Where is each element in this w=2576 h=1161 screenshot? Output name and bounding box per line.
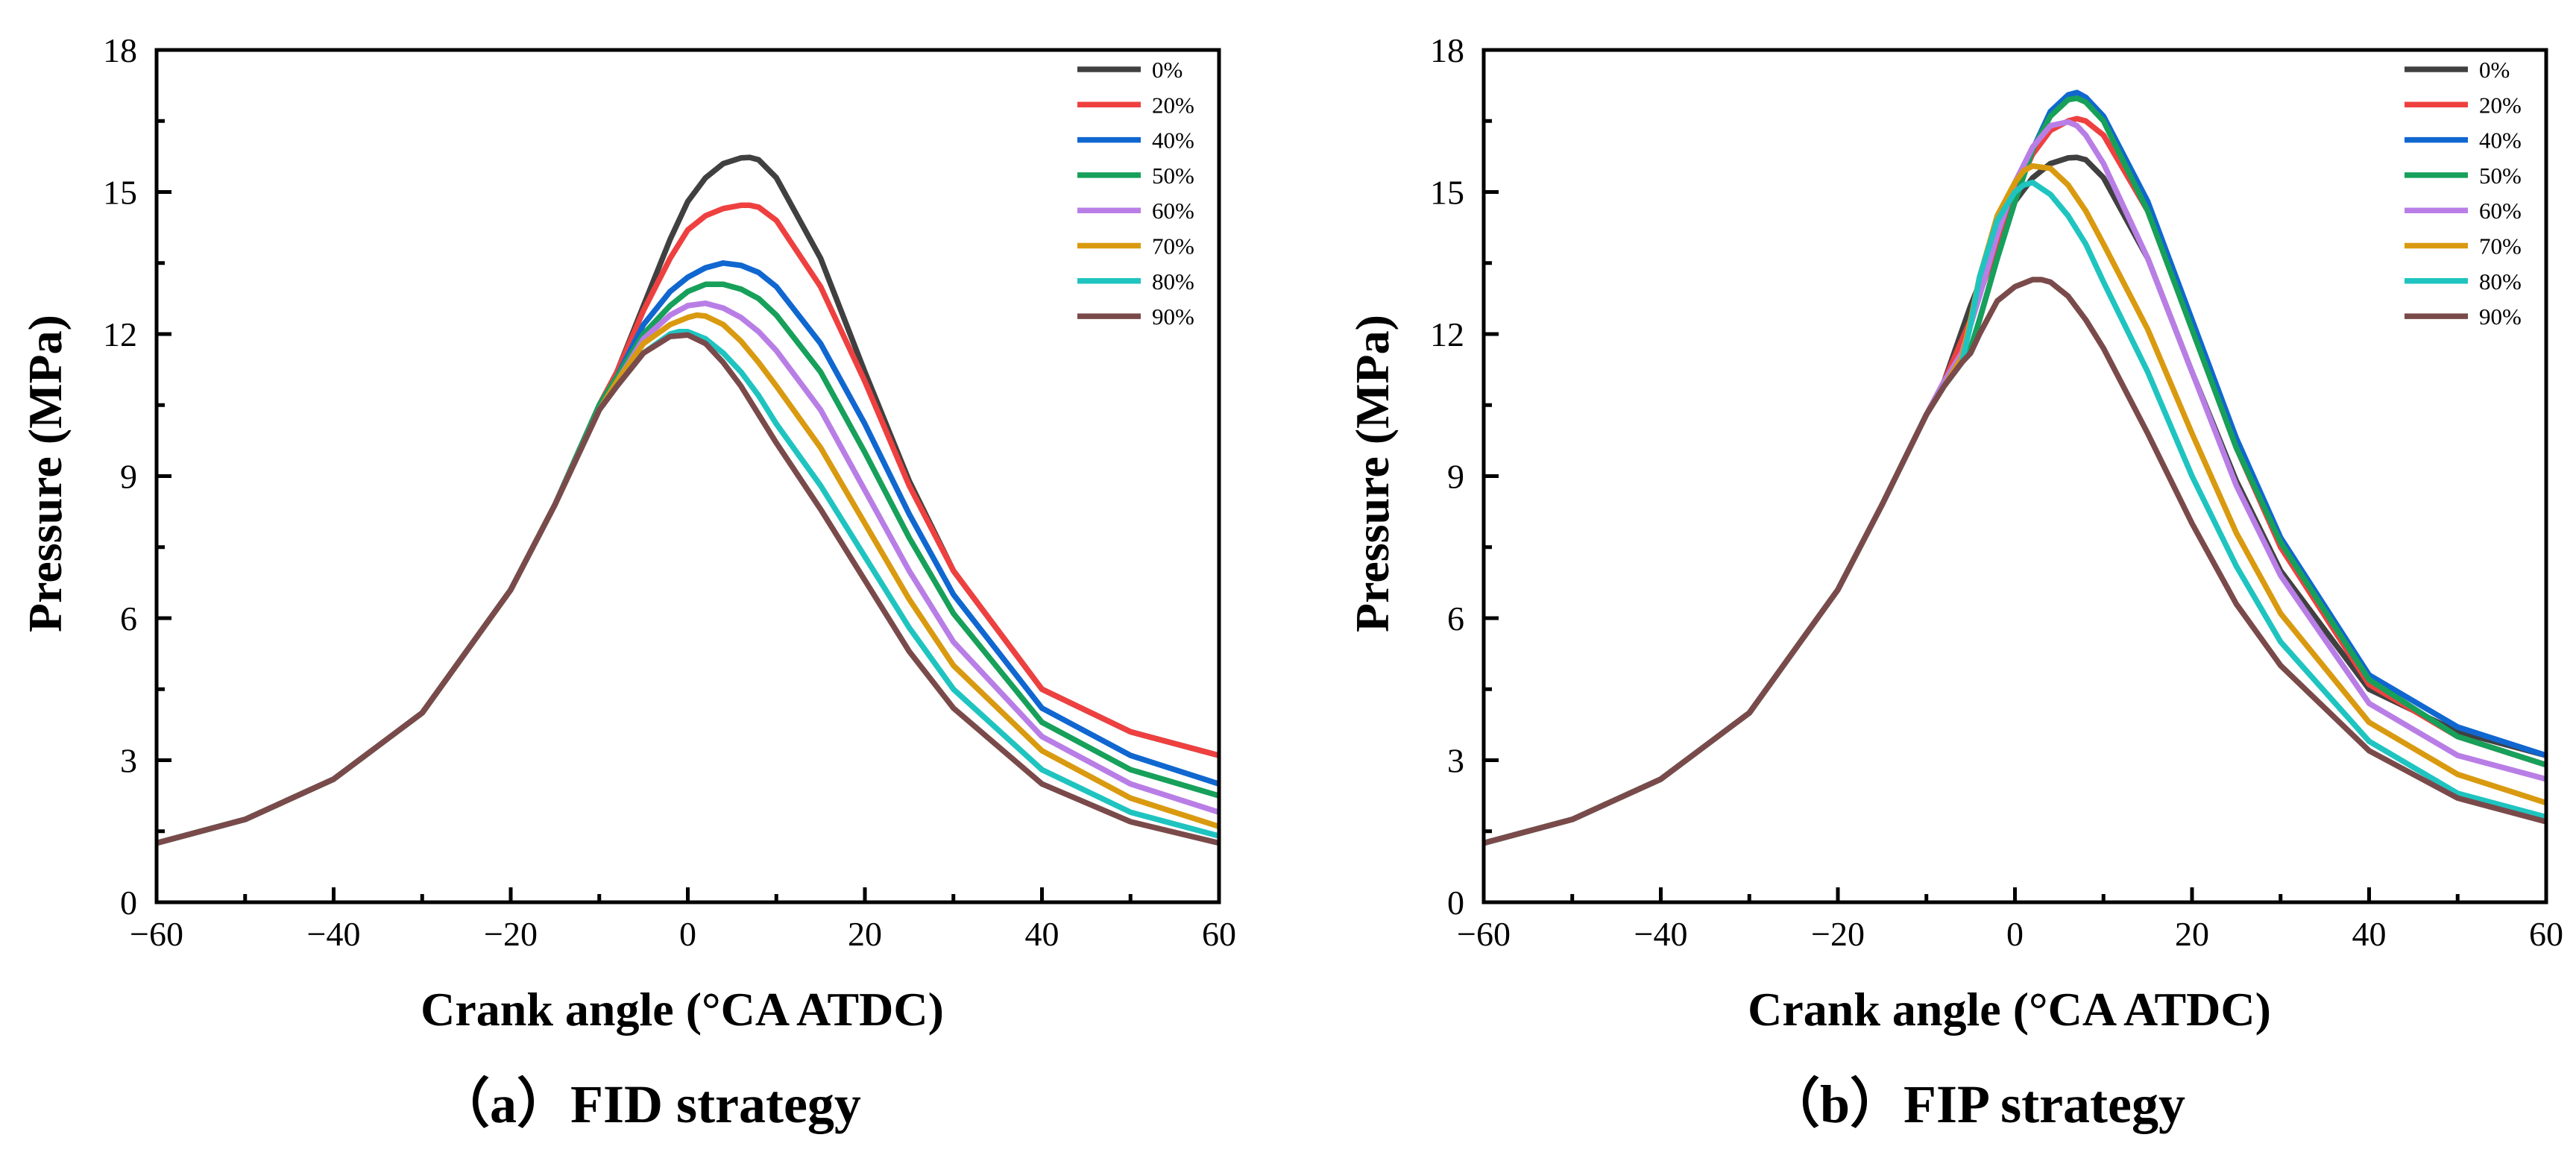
legend-label-a-70pct: 70% (1152, 233, 1194, 259)
series-group-b (1484, 89, 2546, 846)
y-tick-label-b: 6 (1447, 600, 1464, 638)
y-tick-label-b: 3 (1447, 742, 1464, 780)
legend-label-b-0pct: 0% (2479, 57, 2510, 83)
y-tick-label-a: 12 (103, 315, 137, 353)
y-tick-label-b: 18 (1430, 31, 1464, 69)
x-tick-label-b: −60 (1457, 915, 1511, 953)
series-line-a-80pct (157, 329, 1219, 846)
series-line-a-40pct (157, 260, 1219, 846)
x-tick-label-a: −20 (484, 915, 538, 953)
y-tick-label-a: 3 (120, 742, 137, 780)
y-tick-label-b: 15 (1430, 174, 1464, 212)
legend-a: 0% 20% 40% 50% 60% 70% 80% 90% (1077, 57, 1194, 330)
x-tick-label-a: 60 (1202, 915, 1236, 953)
y-tick-label-b: 12 (1430, 315, 1464, 353)
x-tick-label-a: 40 (1025, 915, 1059, 953)
legend-label-b-90pct: 90% (2479, 303, 2522, 330)
y-axis-title-b: Pressure (MPa) (1346, 315, 1399, 632)
y-tick-label-a: 9 (120, 458, 137, 496)
x-tick-label-a: −60 (130, 915, 183, 953)
x-tick-label-a: 20 (848, 915, 882, 953)
y-tick-label-b: 9 (1447, 458, 1464, 496)
legend-label-a-50pct: 50% (1152, 163, 1194, 189)
legend-label-b-50pct: 50% (2479, 163, 2522, 189)
x-tick-label-b: 0 (2006, 915, 2024, 953)
series-line-b-0pct (1484, 154, 2546, 846)
chart-panel-a: （a）FID strategy Crank angle (°CA ATDC) P… (19, 31, 1236, 1134)
legend-label-a-20pct: 20% (1152, 92, 1194, 118)
x-tick-label-b: 20 (2175, 915, 2209, 953)
y-tick-label-a: 0 (120, 884, 137, 922)
y-tick-label-b: 0 (1447, 884, 1464, 922)
series-line-a-90pct (157, 332, 1219, 846)
x-tick-label-a: −40 (307, 915, 361, 953)
legend-label-b-80pct: 80% (2479, 268, 2522, 295)
legend-b: 0% 20% 40% 50% 60% 70% 80% 90% (2405, 57, 2522, 330)
caption-a: （a）FID strategy (436, 1075, 861, 1134)
y-tick-label-a: 18 (103, 31, 137, 69)
series-line-b-90pct (1484, 277, 2546, 846)
x-tick-label-b: 40 (2352, 915, 2387, 953)
series-group-a (157, 154, 1219, 846)
legend-label-b-40pct: 40% (2479, 128, 2522, 154)
x-axis-title-b: Crank angle (°CA ATDC) (1748, 983, 2271, 1036)
series-line-a-0pct (157, 154, 1219, 846)
legend-label-a-80pct: 80% (1152, 268, 1194, 295)
x-tick-label-b: −20 (1811, 915, 1865, 953)
chart-panel-b: （b）FIP strategy Crank angle (°CA ATDC) P… (1346, 31, 2563, 1134)
y-tick-label-a: 15 (103, 174, 137, 212)
y-tick-label-a: 6 (120, 600, 137, 638)
x-axis-title-a: Crank angle (°CA ATDC) (421, 983, 944, 1036)
series-line-b-70pct (1484, 163, 2546, 846)
legend-label-b-60pct: 60% (2479, 198, 2522, 224)
y-axis-title-a: Pressure (MPa) (19, 315, 72, 632)
legend-label-b-70pct: 70% (2479, 233, 2522, 259)
caption-b: （b）FIP strategy (1766, 1075, 2185, 1134)
legend-label-a-90pct: 90% (1152, 303, 1194, 330)
legend-label-a-40pct: 40% (1152, 128, 1194, 154)
x-tick-label-a: 0 (679, 915, 696, 953)
series-line-b-80pct (1484, 180, 2546, 846)
plot-frame-a (154, 48, 1221, 904)
legend-label-b-20pct: 20% (2479, 92, 2522, 118)
legend-label-a-60pct: 60% (1152, 198, 1194, 224)
legend-label-a-0pct: 0% (1152, 57, 1182, 83)
x-tick-label-b: −40 (1634, 915, 1688, 953)
x-tick-label-b: 60 (2529, 915, 2563, 953)
series-line-a-70pct (157, 312, 1219, 846)
